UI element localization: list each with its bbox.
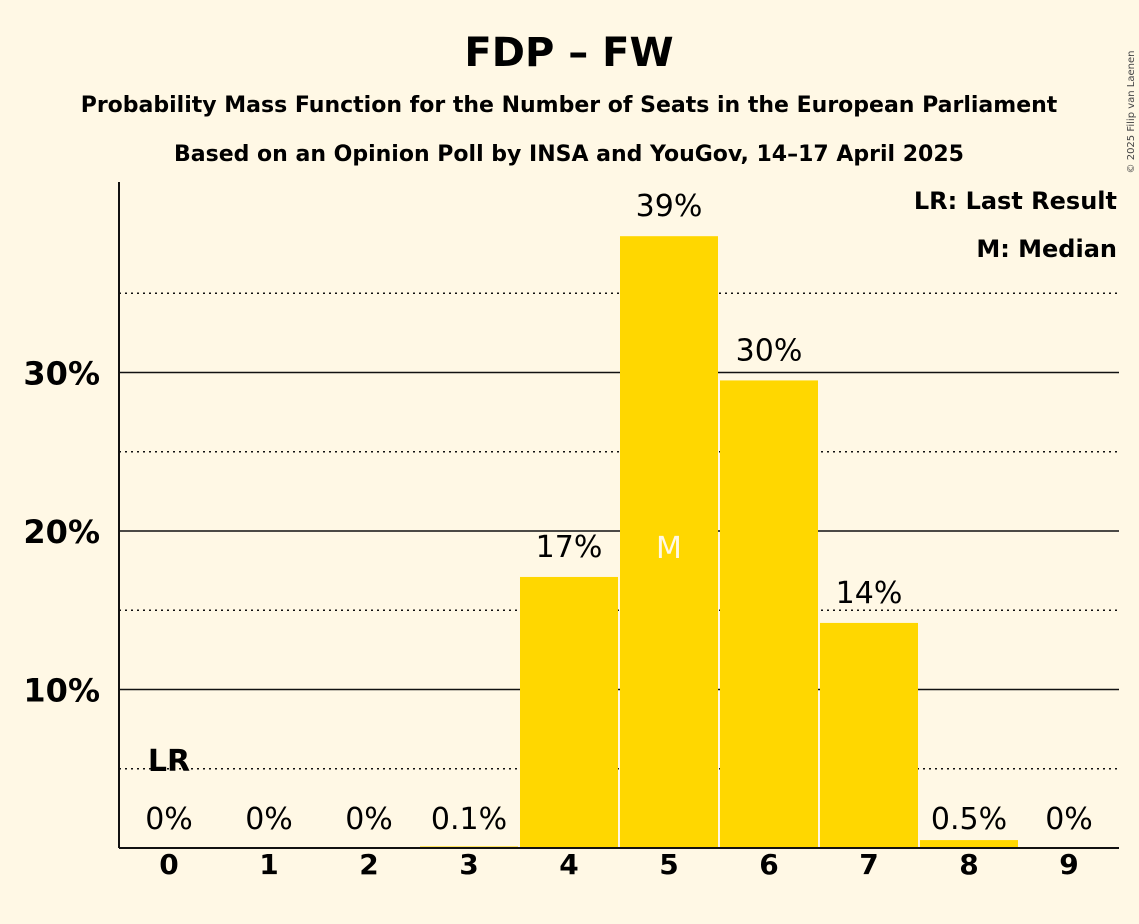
legend-last-result: LR: Last Result xyxy=(914,187,1117,215)
legend-median: M: Median xyxy=(976,235,1117,263)
y-tick-label: 30% xyxy=(23,355,100,393)
value-labels: 0% LR 0% 0% 0.1% 17% 39% M 30% 14% 0.5% 0% xyxy=(145,189,1093,837)
y-axis-ticks: 10% 20% 30% xyxy=(23,355,100,710)
x-tick-label: 4 xyxy=(559,848,578,881)
x-tick-label: 9 xyxy=(1059,848,1078,881)
x-tick-label: 0 xyxy=(159,848,178,881)
median-marker: M xyxy=(656,531,682,566)
bar-seat-4 xyxy=(520,576,618,848)
bar-seat-6 xyxy=(720,380,818,848)
gridlines xyxy=(119,292,1119,770)
value-label-seat-2: 0% xyxy=(345,802,393,837)
value-label-seat-8: 0.5% xyxy=(931,802,1007,837)
value-label-seat-6: 30% xyxy=(736,333,803,368)
chart-subtitle-2: Based on an Opinion Poll by INSA and You… xyxy=(174,142,964,167)
bar-seat-5 xyxy=(620,236,718,848)
x-tick-label: 3 xyxy=(459,848,478,881)
value-label-seat-3: 0.1% xyxy=(431,802,507,837)
chart-subtitle-1: Probability Mass Function for the Number… xyxy=(81,93,1058,118)
chart-title: FDP – FW xyxy=(464,30,673,76)
value-label-seat-9: 0% xyxy=(1045,802,1093,837)
value-label-seat-4: 17% xyxy=(536,530,603,565)
y-tick-label: 10% xyxy=(23,672,100,710)
last-result-marker: LR xyxy=(148,744,190,779)
value-label-seat-1: 0% xyxy=(245,802,293,837)
x-tick-label: 6 xyxy=(759,848,778,881)
x-tick-label: 1 xyxy=(259,848,278,881)
copyright-notice: © 2025 Filip van Laenen xyxy=(1126,51,1137,174)
value-label-seat-5: 39% xyxy=(636,189,703,224)
bars xyxy=(420,236,1018,848)
y-tick-label: 20% xyxy=(23,513,100,551)
bar-seat-8 xyxy=(920,840,1018,848)
value-label-seat-0: 0% xyxy=(145,802,193,837)
x-tick-label: 5 xyxy=(659,848,678,881)
x-tick-label: 2 xyxy=(359,848,378,881)
bar-seat-7 xyxy=(820,622,918,848)
x-axis-ticks: 0 1 2 3 4 5 6 7 8 9 xyxy=(159,848,1078,881)
x-tick-label: 8 xyxy=(959,848,978,881)
x-tick-label: 7 xyxy=(859,848,878,881)
value-label-seat-7: 14% xyxy=(836,576,903,611)
